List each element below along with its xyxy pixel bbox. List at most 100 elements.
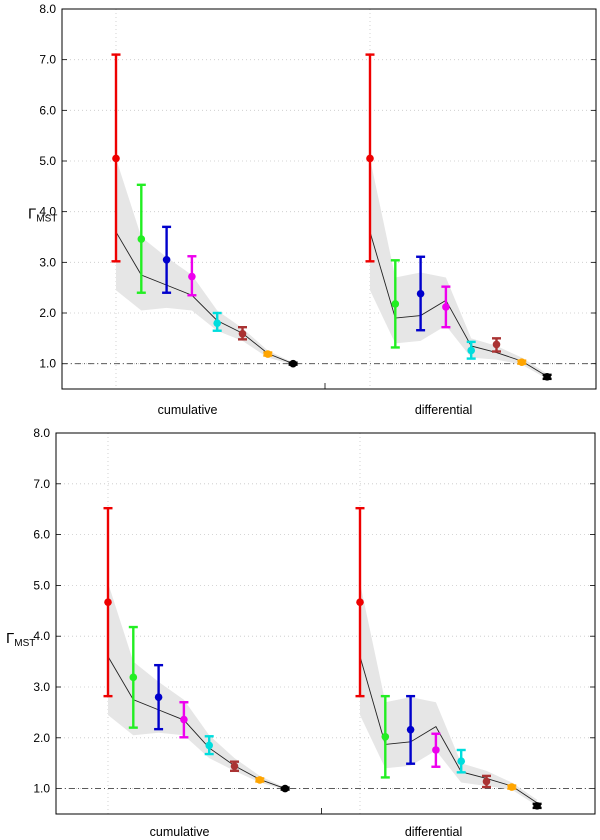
y-tick-label: 6.0 [33, 528, 50, 542]
data-point [406, 725, 415, 734]
error-bar [482, 774, 491, 789]
data-point [356, 598, 364, 606]
error-bar [204, 735, 214, 756]
y-tick-label: 1.0 [33, 782, 50, 796]
data-point [442, 303, 450, 311]
category-label-differential: differential [415, 403, 472, 417]
confidence-band [370, 158, 548, 379]
data-point [255, 776, 264, 784]
error-bar [406, 694, 416, 765]
error-bar [466, 340, 476, 360]
data-point [508, 783, 516, 791]
y-tick-label: 7.0 [33, 477, 50, 491]
error-bar [355, 506, 365, 698]
error-bar [532, 802, 542, 810]
error-bar [365, 53, 375, 263]
data-point [492, 340, 501, 349]
y-axis-label-sub: MST [14, 638, 35, 649]
data-point [104, 598, 112, 606]
y-tick-label: 2.0 [39, 306, 56, 320]
model-line [115, 231, 294, 365]
error-bar [187, 255, 197, 297]
y-tick-label: 8.0 [33, 426, 50, 440]
y-tick-label: 8.0 [39, 2, 56, 16]
error-bar [517, 358, 527, 366]
error-bar [263, 350, 273, 358]
chart-panel-1: 1.0 2.0 3.0 4.0 5.0 6.0 7.0 8.0 cumulative differ… [28, 2, 597, 417]
error-bar [441, 285, 451, 329]
category-label-cumulative: cumulative [150, 825, 210, 839]
error-bar [416, 255, 426, 332]
plot-frame [55, 432, 596, 815]
y-tick-label: 3.0 [33, 680, 50, 694]
error-bar [280, 784, 290, 793]
data-point [289, 359, 297, 368]
error-bar [238, 325, 247, 341]
error-bar [103, 506, 113, 698]
error-bar [390, 259, 400, 349]
confidence-band [360, 582, 538, 806]
y-tick-label: 1.0 [39, 357, 56, 371]
plot-frame [61, 8, 597, 390]
model-line [107, 656, 286, 790]
error-bar [507, 783, 517, 791]
data-point [391, 300, 400, 308]
data-point [518, 358, 526, 366]
data-point [137, 235, 146, 243]
error-bar [230, 760, 239, 773]
data-point [205, 741, 213, 750]
y-axis-label: ΓMST [28, 206, 57, 225]
error-bar [492, 337, 501, 353]
data-point [482, 777, 491, 786]
error-bar [431, 732, 441, 768]
data-point [416, 289, 425, 298]
y-tick-label: 5.0 [39, 154, 56, 168]
y-tick-label: 4.0 [33, 629, 50, 643]
error-bar [542, 373, 552, 381]
y-tick-label: 4.0 [39, 205, 56, 219]
data-point [162, 255, 171, 264]
error-bar [136, 183, 146, 294]
data-point [281, 784, 289, 793]
data-point [432, 746, 440, 754]
y-axis-label-main: Γ [6, 630, 14, 647]
data-point [213, 319, 221, 327]
data-point [188, 272, 196, 281]
category-label-differential: differential [405, 825, 462, 839]
y-axis-label: ΓMST [6, 630, 35, 649]
data-point [366, 154, 374, 163]
error-bar [179, 701, 189, 739]
y-tick-label: 6.0 [39, 103, 56, 117]
confidence-band [108, 582, 286, 790]
data-point [457, 757, 466, 765]
y-tick-label: 5.0 [33, 578, 50, 592]
error-bar [111, 53, 121, 263]
data-point [230, 762, 239, 771]
y-axis-label-sub: MST [36, 214, 57, 225]
error-bar [212, 311, 222, 332]
chart-panel-2: 1.0 2.0 3.0 4.0 5.0 6.0 7.0 8.0 cumulative differ… [6, 426, 596, 839]
error-bar [456, 748, 466, 774]
error-bar [380, 694, 390, 779]
error-bar [154, 663, 164, 731]
data-point [381, 732, 390, 741]
y-tick-label: 3.0 [39, 255, 56, 269]
data-point [180, 715, 188, 724]
y-axis-label-main: Γ [28, 206, 36, 223]
data-point [467, 346, 476, 355]
error-bar [128, 625, 138, 729]
confidence-band [116, 158, 294, 365]
error-bar [255, 776, 265, 784]
y-tick-label: 2.0 [33, 731, 50, 745]
data-point [264, 350, 272, 358]
y-tick-label: 7.0 [39, 53, 56, 67]
data-point [238, 329, 247, 338]
data-point [543, 373, 551, 381]
data-point [154, 693, 163, 701]
error-bar [162, 225, 172, 294]
error-bar [288, 359, 298, 368]
data-point [533, 802, 541, 810]
category-label-cumulative: cumulative [158, 403, 218, 417]
data-point [112, 154, 120, 163]
